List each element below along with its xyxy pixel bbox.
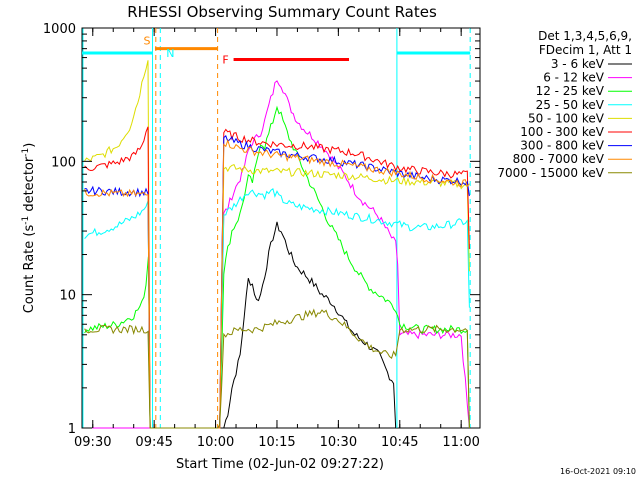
legend-label-800-7000-kev: 800 - 7000 keV: [513, 152, 605, 166]
legend-label-6-12-kev: 6 - 12 keV: [543, 71, 605, 85]
series-line-6-12-kev: [84, 80, 470, 429]
y-tick-label-100: 100: [51, 155, 76, 170]
series-line-50-100-kev: [84, 60, 470, 429]
series-line-25-50-kev: [84, 187, 470, 429]
legend: Det 1,3,4,5,6,9, FDecim 1, Att 1 3 - 6 k…: [497, 29, 632, 180]
legend-label-50-100-kev: 50 - 100 keV: [528, 111, 605, 125]
y-axis-label-sup2: -1: [21, 148, 31, 157]
legend-label-300-800-kev: 300 - 800 keV: [520, 139, 604, 153]
annotation-bars: S N F: [82, 35, 471, 67]
x-tick-label-11-00: 11:00: [442, 435, 479, 450]
y-tick-label-1000: 1000: [43, 22, 76, 37]
y-axis-label: Count Rate (s-1 detector-1): [21, 143, 37, 314]
axis-ticks: [82, 27, 480, 429]
y-axis-label-part3: ): [22, 143, 37, 148]
chart-title: RHESSI Observing Summary Count Rates: [127, 3, 437, 21]
y-tick-label-10: 10: [59, 289, 76, 304]
legend-label-100-300-kev: 100 - 300 keV: [520, 125, 604, 139]
plot-frame: [81, 27, 481, 429]
legend-label-7000-15000-kev: 7000 - 15000 keV: [497, 166, 604, 180]
legend-header-1: Det 1,3,4,5,6,9,: [538, 29, 632, 43]
annotation-label-f: F: [222, 54, 228, 67]
x-tick-label-09-45: 09:45: [135, 435, 172, 450]
y-tick-labels: 1 10 100 1000: [43, 22, 76, 437]
y-axis-label-part2: detector: [22, 156, 37, 216]
x-axis-label: Start Time (02-Jun-02 09:27:22): [176, 457, 384, 472]
series-line-300-800-kev: [84, 135, 470, 429]
x-tick-label-10-30: 10:30: [320, 435, 357, 450]
vertical-markers: [82, 28, 471, 428]
plot-area: S N F: [81, 27, 481, 429]
annotation-label-s: S: [143, 35, 150, 48]
series-lines: [84, 60, 470, 429]
x-tick-label-10-15: 10:15: [258, 435, 295, 450]
annotation-label-n: N: [166, 47, 174, 60]
y-axis-label-sup1: -1: [21, 216, 31, 225]
x-tick-label-10-45: 10:45: [381, 435, 418, 450]
legend-header-2: FDecim 1, Att 1: [539, 43, 632, 57]
y-tick-label-1: 1: [68, 422, 76, 437]
legend-label-3-6-kev: 3 - 6 keV: [551, 57, 605, 71]
series-line-12-25-kev: [84, 105, 470, 429]
y-axis-label-part1: Count Rate (s: [22, 225, 37, 314]
x-tick-label-09-30: 09:30: [74, 435, 111, 450]
series-line-800-7000-kev: [84, 138, 470, 429]
footer-timestamp: 16-Oct-2021 09:10: [560, 467, 636, 476]
x-tick-labels: 09:30 09:45 10:00 10:15 10:30 10:45 11:00: [74, 435, 480, 450]
x-tick-label-10-00: 10:00: [197, 435, 234, 450]
series-line-7000-15000-kev: [84, 308, 470, 429]
series-line-3-6-kev: [84, 221, 397, 429]
legend-label-25-50-kev: 25 - 50 keV: [536, 98, 605, 112]
legend-label-12-25-kev: 12 - 25 keV: [536, 84, 605, 98]
